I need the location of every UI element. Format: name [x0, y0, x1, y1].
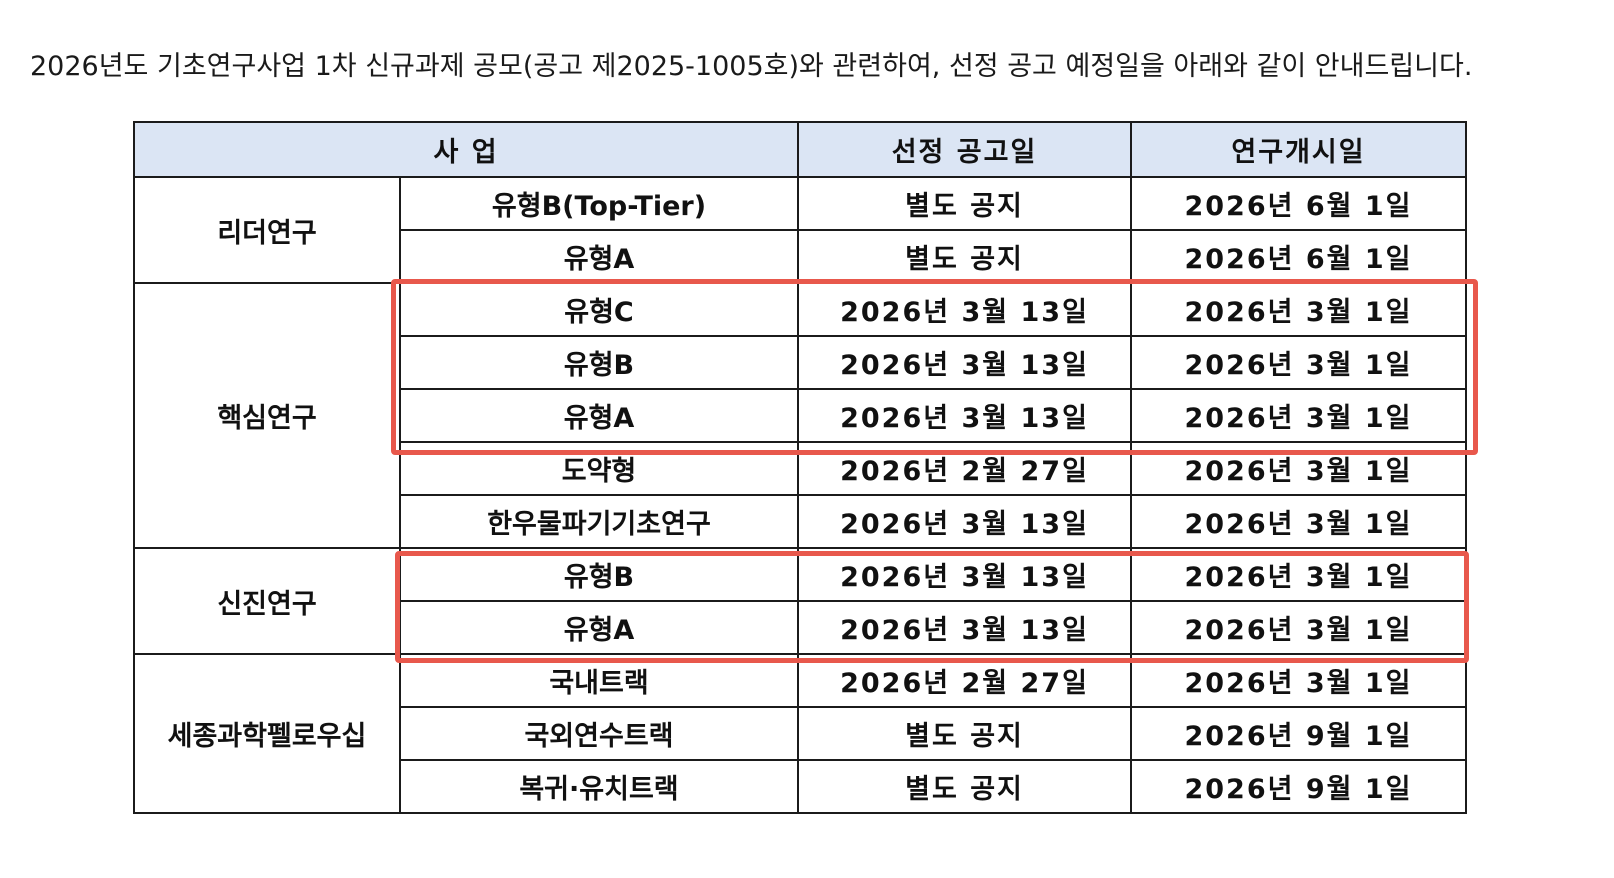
announce-date-cell: 2026년 3월 13일 [797, 282, 1132, 337]
program-type-cell: 한우물파기기초연구 [399, 494, 799, 549]
announce-date-cell: 2026년 3월 13일 [797, 494, 1132, 549]
table-row: 유형A 별도 공지 2026년 6월 1일 [134, 229, 1467, 284]
start-date-cell: 2026년 9월 1일 [1130, 759, 1467, 814]
program-type-cell: 국내트랙 [399, 653, 799, 708]
table-row: 유형B 2026년 3월 13일 2026년 3월 1일 [134, 335, 1467, 390]
program-type-cell: 유형A [399, 388, 799, 443]
table-row: 세종과학펠로우십 국내트랙 2026년 2월 27일 2026년 3월 1일 [133, 653, 1467, 814]
program-type-cell: 유형B [399, 335, 799, 390]
group-name-sejong-fellowship: 세종과학펠로우십 [133, 653, 401, 814]
announce-date-cell: 별도 공지 [797, 706, 1132, 761]
table-row: 한우물파기기초연구 2026년 3월 13일 2026년 3월 1일 [134, 494, 1467, 549]
announce-date-cell: 별도 공지 [797, 759, 1132, 814]
start-date-cell: 2026년 9월 1일 [1130, 706, 1467, 761]
table-row: 리더연구 유형B(Top-Tier) 별도 공지 2026년 6월 1일 [133, 176, 1467, 284]
program-type-cell: 유형A [399, 600, 799, 655]
start-date-cell: 2026년 3월 1일 [1130, 494, 1467, 549]
start-date-cell: 2026년 3월 1일 [1130, 653, 1467, 708]
start-date-cell: 2026년 3월 1일 [1130, 335, 1467, 390]
intro-text: 2026년도 기초연구사업 1차 신규과제 공모(공고 제2025-1005호)… [30, 51, 1473, 82]
table-row: 국외연수트랙 별도 공지 2026년 9월 1일 [134, 706, 1467, 761]
table-row: 핵심연구 유형C 2026년 3월 13일 2026년 3월 1일 [133, 282, 1467, 549]
header-announce-date: 선정 공고일 [797, 121, 1132, 178]
schedule-table: 사 업 선정 공고일 연구개시일 리더연구 유형B(Top-Tier) 별도 공… [133, 121, 1467, 814]
announce-date-cell: 2026년 3월 13일 [797, 547, 1132, 602]
group-name-core: 핵심연구 [133, 282, 401, 549]
program-type-cell: 복귀·유치트랙 [399, 759, 799, 814]
program-type-cell: 유형B [399, 547, 799, 602]
table-row: 신진연구 유형B 2026년 3월 13일 2026년 3월 1일 [133, 547, 1467, 655]
announce-date-cell: 2026년 3월 13일 [797, 600, 1132, 655]
table-row: 유형A 2026년 3월 13일 2026년 3월 1일 [134, 600, 1467, 655]
start-date-cell: 2026년 3월 1일 [1130, 600, 1467, 655]
header-program: 사 업 [133, 121, 799, 178]
program-type-cell: 국외연수트랙 [399, 706, 799, 761]
table-row: 유형A 2026년 3월 13일 2026년 3월 1일 [134, 388, 1467, 443]
program-type-cell: 유형C [399, 282, 799, 337]
start-date-cell: 2026년 3월 1일 [1130, 282, 1467, 337]
start-date-cell: 2026년 3월 1일 [1130, 441, 1467, 496]
group-name-early-career: 신진연구 [133, 547, 401, 655]
announce-date-cell: 2026년 2월 27일 [797, 653, 1132, 708]
start-date-cell: 2026년 3월 1일 [1130, 388, 1467, 443]
announce-date-cell: 2026년 3월 13일 [797, 335, 1132, 390]
group-name-leader: 리더연구 [133, 176, 401, 284]
announce-date-cell: 2026년 2월 27일 [797, 441, 1132, 496]
start-date-cell: 2026년 3월 1일 [1130, 547, 1467, 602]
announce-date-cell: 별도 공지 [797, 229, 1132, 284]
announce-date-cell: 2026년 3월 13일 [797, 388, 1132, 443]
program-type-cell: 도약형 [399, 441, 799, 496]
start-date-cell: 2026년 6월 1일 [1130, 176, 1467, 231]
table-row: 복귀·유치트랙 별도 공지 2026년 9월 1일 [134, 759, 1467, 814]
header-start-date: 연구개시일 [1130, 121, 1467, 178]
program-type-cell: 유형B(Top-Tier) [399, 176, 799, 231]
announce-date-cell: 별도 공지 [797, 176, 1132, 231]
program-type-cell: 유형A [399, 229, 799, 284]
header-row: 사 업 선정 공고일 연구개시일 [133, 121, 1467, 178]
start-date-cell: 2026년 6월 1일 [1130, 229, 1467, 284]
